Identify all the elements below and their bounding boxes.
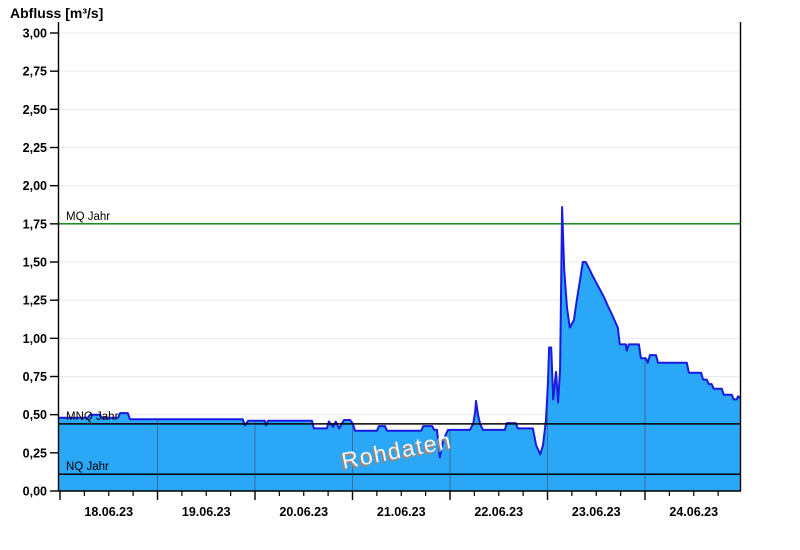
- y-tick-label: 1,25: [23, 294, 47, 308]
- ref-line-label: MQ Jahr: [66, 211, 110, 223]
- y-tick-label: 3,00: [23, 27, 47, 41]
- y-axis-title: Abfluss [m³/s]: [10, 5, 104, 21]
- x-tick-label: 23.06.23: [572, 505, 621, 519]
- y-tick-label: 0,00: [23, 485, 47, 499]
- y-tick-label: 2,25: [23, 141, 47, 155]
- y-tick-label: 0,50: [23, 408, 47, 422]
- x-tick-label: 24.06.23: [669, 505, 718, 519]
- x-tick-label: 20.06.23: [279, 505, 328, 519]
- x-tick-label: 22.06.23: [474, 505, 523, 519]
- y-tick-label: 0,25: [23, 446, 47, 460]
- y-tick-label: 2,00: [23, 179, 47, 193]
- y-tick-label: 1,50: [23, 256, 47, 270]
- discharge-line: [59, 206, 741, 459]
- y-tick-label: 1,00: [23, 332, 47, 346]
- y-tick-label: 0,75: [23, 370, 47, 384]
- x-tick-label: 19.06.23: [182, 505, 231, 519]
- y-tick-label: 2,75: [23, 65, 47, 79]
- y-tick-label: 2,50: [23, 103, 47, 117]
- x-tick-label: 21.06.23: [377, 505, 426, 519]
- y-tick-label: 1,75: [23, 217, 47, 231]
- ref-line-label: NQ Jahr: [66, 461, 109, 473]
- x-tick-label: 18.06.23: [84, 505, 133, 519]
- ref-line-label: MNQ Jahr: [66, 411, 119, 423]
- discharge-area: [59, 207, 741, 491]
